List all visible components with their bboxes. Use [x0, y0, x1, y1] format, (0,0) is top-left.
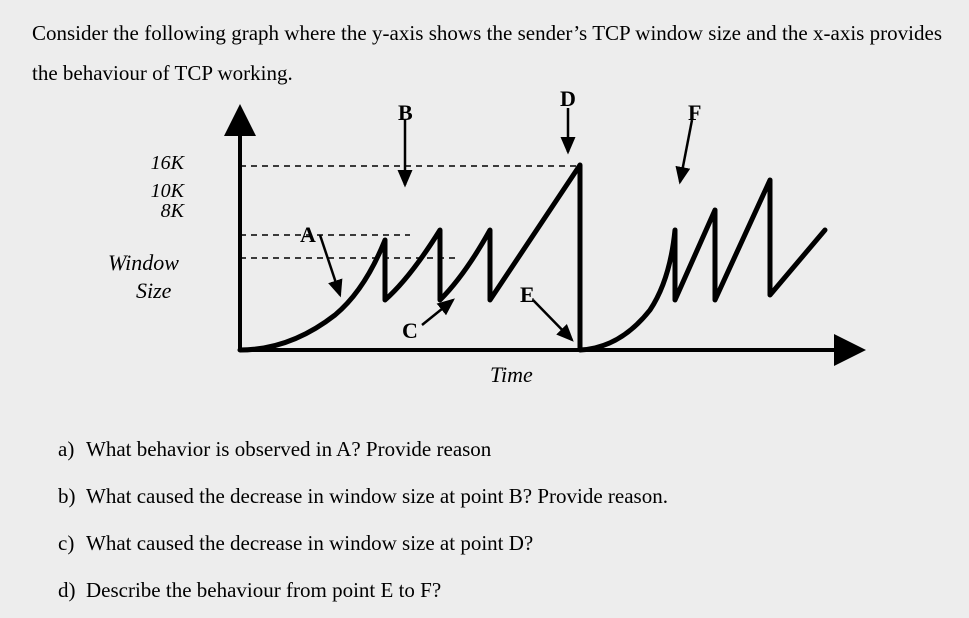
question-c: c)What caused the decrease in window siz… [58, 524, 938, 564]
label-B: B [398, 100, 413, 126]
page-root: Consider the following graph where the y… [0, 0, 969, 577]
label-D: D [560, 86, 576, 112]
q-text: What behavior is observed in A? Provide … [86, 437, 491, 461]
q-text: What caused the decrease in window size … [86, 531, 533, 555]
label-F: F [688, 100, 701, 126]
q-letter: a) [58, 430, 86, 470]
q-text: Describe the behaviour from point E to F… [86, 578, 441, 602]
question-list: a)What behavior is observed in A? Provid… [58, 430, 938, 618]
q-text: What caused the decrease in window size … [86, 484, 668, 508]
y-axis-label-2: Size [136, 278, 171, 304]
intro-paragraph: Consider the following graph where the y… [32, 14, 942, 94]
q-letter: c) [58, 524, 86, 564]
x-axis-label: Time [490, 362, 533, 388]
ytick-16k: 16K [124, 152, 184, 175]
label-A: A [300, 222, 316, 248]
tcp-window-chart: 16K 10K 8K Window Size Time A B C D E F [110, 100, 880, 400]
ytick-8k: 8K [124, 200, 184, 223]
question-a: a)What behavior is observed in A? Provid… [58, 430, 938, 470]
chart-svg [110, 100, 880, 400]
label-C: C [402, 318, 418, 344]
q-letter: b) [58, 477, 86, 517]
y-axis-label-1: Window [108, 250, 179, 276]
label-E: E [520, 282, 535, 308]
question-b: b)What caused the decrease in window siz… [58, 477, 938, 517]
